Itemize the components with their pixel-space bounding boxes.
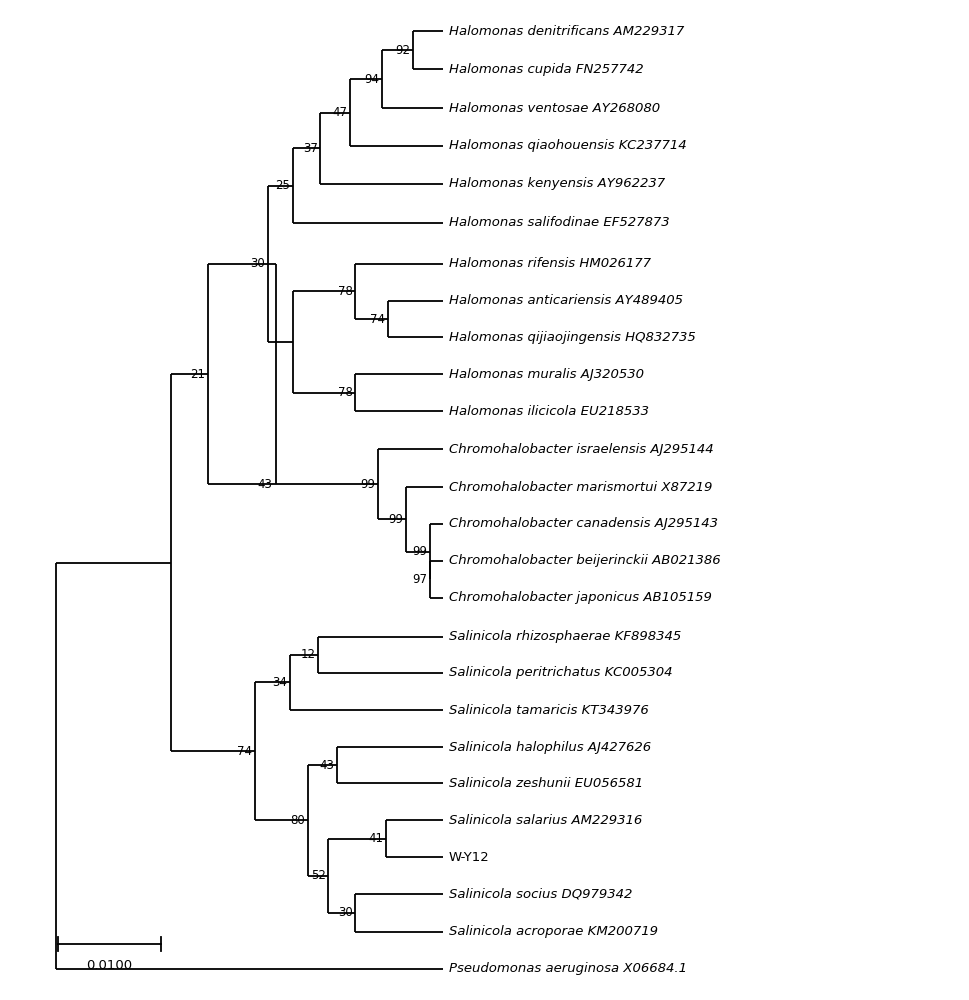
Text: 74: 74	[370, 313, 385, 326]
Text: Salinicola rhizosphaerae KF898345: Salinicola rhizosphaerae KF898345	[449, 630, 680, 643]
Text: 99: 99	[388, 513, 403, 526]
Text: 30: 30	[250, 257, 265, 270]
Text: Chromohalobacter marismortui X87219: Chromohalobacter marismortui X87219	[449, 481, 711, 494]
Text: Salinicola socius DQ979342: Salinicola socius DQ979342	[449, 887, 632, 900]
Text: Halomonas rifensis HM026177: Halomonas rifensis HM026177	[449, 257, 650, 270]
Text: 78: 78	[337, 285, 352, 298]
Text: Chromohalobacter japonicus AB105159: Chromohalobacter japonicus AB105159	[449, 591, 711, 604]
Text: Salinicola tamaricis KT343976: Salinicola tamaricis KT343976	[449, 704, 648, 717]
Text: Halomonas denitrificans AM229317: Halomonas denitrificans AM229317	[449, 25, 683, 38]
Text: Pseudomonas aeruginosa X06684.1: Pseudomonas aeruginosa X06684.1	[449, 962, 686, 975]
Text: Salinicola salarius AM229316: Salinicola salarius AM229316	[449, 814, 641, 827]
Text: Halomonas qijiaojingensis HQ832735: Halomonas qijiaojingensis HQ832735	[449, 331, 695, 344]
Text: Halomonas ventosae AY268080: Halomonas ventosae AY268080	[449, 102, 659, 115]
Text: Halomonas qiaohouensis KC237714: Halomonas qiaohouensis KC237714	[449, 139, 686, 152]
Text: Salinicola halophilus AJ427626: Salinicola halophilus AJ427626	[449, 741, 650, 754]
Text: W-Y12: W-Y12	[449, 851, 489, 864]
Text: 97: 97	[412, 573, 426, 586]
Text: 21: 21	[190, 368, 204, 381]
Text: Salinicola peritrichatus KC005304: Salinicola peritrichatus KC005304	[449, 666, 672, 679]
Text: 0.0100: 0.0100	[86, 959, 133, 972]
Text: Chromohalobacter canadensis AJ295143: Chromohalobacter canadensis AJ295143	[449, 517, 717, 530]
Text: 92: 92	[395, 44, 410, 57]
Text: 37: 37	[302, 142, 317, 155]
Text: 41: 41	[368, 832, 383, 845]
Text: Halomonas kenyensis AY962237: Halomonas kenyensis AY962237	[449, 177, 665, 190]
Text: 78: 78	[337, 386, 352, 399]
Text: 43: 43	[320, 759, 334, 772]
Text: Salinicola zeshunii EU056581: Salinicola zeshunii EU056581	[449, 777, 642, 790]
Text: Halomonas salifodinae EF527873: Halomonas salifodinae EF527873	[449, 216, 669, 229]
Text: 25: 25	[274, 179, 290, 192]
Text: Halomonas anticariensis AY489405: Halomonas anticariensis AY489405	[449, 294, 682, 307]
Text: 94: 94	[364, 73, 379, 86]
Text: 43: 43	[258, 478, 272, 491]
Text: 74: 74	[236, 745, 252, 758]
Text: 47: 47	[332, 106, 347, 119]
Text: Chromohalobacter beijerinckii AB021386: Chromohalobacter beijerinckii AB021386	[449, 554, 720, 567]
Text: 80: 80	[290, 814, 304, 827]
Text: 99: 99	[360, 478, 375, 491]
Text: 34: 34	[271, 676, 287, 689]
Text: Halomonas muralis AJ320530: Halomonas muralis AJ320530	[449, 368, 643, 381]
Text: Chromohalobacter israelensis AJ295144: Chromohalobacter israelensis AJ295144	[449, 443, 713, 456]
Text: 99: 99	[412, 545, 426, 558]
Text: Halomonas ilicicola EU218533: Halomonas ilicicola EU218533	[449, 405, 648, 418]
Text: 52: 52	[310, 869, 326, 882]
Text: Salinicola acroporae KM200719: Salinicola acroporae KM200719	[449, 925, 657, 938]
Text: 12: 12	[300, 648, 315, 661]
Text: 30: 30	[337, 906, 352, 919]
Text: Halomonas cupida FN257742: Halomonas cupida FN257742	[449, 63, 642, 76]
